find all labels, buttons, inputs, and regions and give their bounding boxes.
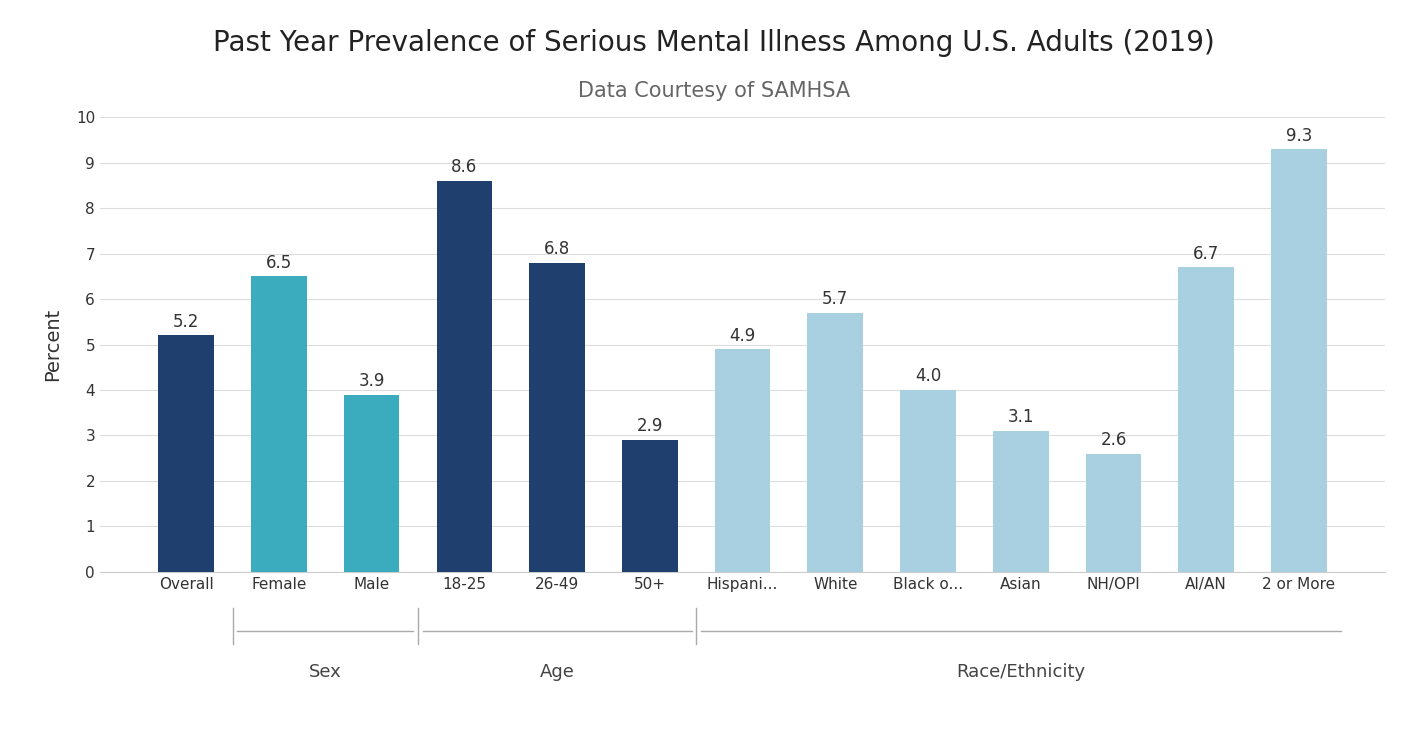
Bar — [623, 440, 678, 572]
Text: 4.0: 4.0 — [915, 367, 941, 386]
Text: 6.5: 6.5 — [266, 254, 293, 272]
Text: Sex: Sex — [308, 663, 341, 681]
Text: Race/Ethnicity: Race/Ethnicity — [957, 663, 1085, 681]
Text: Data Courtesy of SAMHSA: Data Courtesy of SAMHSA — [578, 81, 850, 100]
Text: Past Year Prevalence of Serious Mental Illness Among U.S. Adults (2019): Past Year Prevalence of Serious Mental I… — [213, 29, 1215, 57]
Bar — [344, 394, 400, 572]
Bar — [251, 276, 307, 572]
Bar — [159, 336, 214, 572]
Bar — [1271, 149, 1327, 572]
Text: 8.6: 8.6 — [451, 158, 477, 177]
Text: 3.9: 3.9 — [358, 372, 384, 390]
Text: Age: Age — [540, 663, 574, 681]
Text: 4.9: 4.9 — [730, 326, 755, 345]
Y-axis label: Percent: Percent — [43, 308, 61, 381]
Bar — [1085, 454, 1141, 572]
Text: 2.9: 2.9 — [637, 417, 663, 435]
Text: 2.6: 2.6 — [1101, 431, 1127, 449]
Text: 5.2: 5.2 — [173, 313, 200, 331]
Text: 9.3: 9.3 — [1285, 127, 1312, 144]
Bar — [437, 181, 493, 572]
Text: 6.7: 6.7 — [1192, 245, 1220, 262]
Text: 6.8: 6.8 — [544, 240, 570, 258]
Bar — [715, 349, 770, 572]
Bar — [530, 262, 585, 572]
Bar — [900, 390, 955, 572]
Bar — [1178, 268, 1234, 572]
Bar — [992, 431, 1048, 572]
Text: 5.7: 5.7 — [823, 290, 848, 308]
Bar — [807, 313, 863, 572]
Text: 3.1: 3.1 — [1008, 408, 1034, 427]
